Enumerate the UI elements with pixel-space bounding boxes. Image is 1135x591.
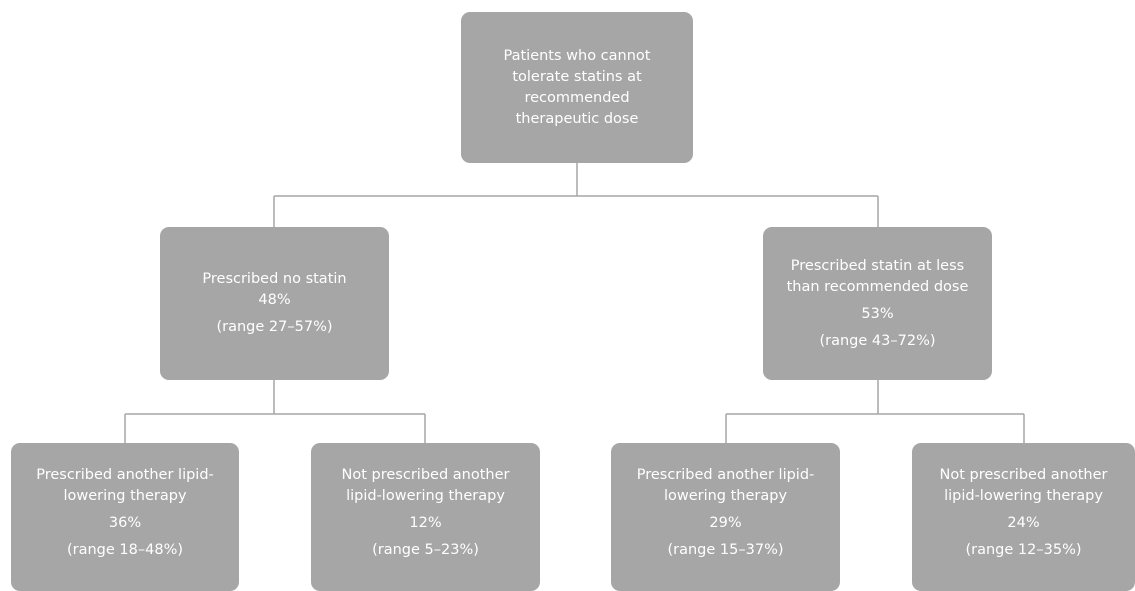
node-percent: 48% [258, 292, 291, 308]
root-node: Patients who cannot tolerate statins at … [461, 12, 693, 163]
node-title-line-1: Prescribed statin at less [790, 257, 965, 274]
node-percent: 53% [861, 305, 894, 322]
node-range: (range 15–37%) [667, 542, 784, 558]
node-title-line-2: lowering therapy [663, 488, 788, 504]
no-statin-node: Prescribed no statin 48% (range 27–57%) [160, 227, 389, 380]
node-title-line-2: lipid-lowering therapy [944, 488, 1103, 504]
root-line-2: tolerate statins at [512, 68, 642, 85]
no-statin-other-therapy-node: Prescribed another lipid- lowering thera… [11, 443, 239, 591]
no-statin-no-therapy-node: Not prescribed another lipid-lowering th… [311, 443, 540, 591]
node-percent: 24% [1007, 515, 1040, 531]
low-statin-node: Prescribed statin at less than recommend… [763, 227, 992, 380]
root-line-4: therapeutic dose [515, 110, 639, 127]
node-title-line-1: Prescribed another lipid- [636, 467, 815, 483]
node-percent: 36% [108, 515, 142, 531]
node-title-line-2: lipid-lowering therapy [346, 488, 505, 504]
node-title: Prescribed no statin [202, 271, 347, 287]
low-statin-other-therapy-node: Prescribed another lipid- lowering thera… [611, 443, 840, 591]
low-statin-no-therapy-node: Not prescribed another lipid-lowering th… [912, 443, 1135, 591]
node-title-line-2: lowering therapy [63, 488, 187, 504]
node-title-line-1: Not prescribed another [939, 467, 1108, 483]
node-range: (range 12–35%) [965, 542, 1082, 558]
node-percent: 29% [709, 515, 742, 531]
node-range: (range 27–57%) [216, 319, 333, 335]
root-line-1: Patients who cannot [503, 47, 651, 64]
node-range: (range 43–72%) [819, 332, 936, 349]
root-line-3: recommended [524, 89, 630, 106]
node-percent: 12% [409, 515, 442, 531]
node-range: (range 5–23%) [372, 542, 479, 558]
node-title-line-1: Prescribed another lipid- [36, 467, 214, 483]
node-title-line-2: than recommended dose [786, 278, 969, 295]
node-title-line-1: Not prescribed another [341, 467, 510, 483]
node-range: (range 18–48%) [66, 542, 183, 558]
